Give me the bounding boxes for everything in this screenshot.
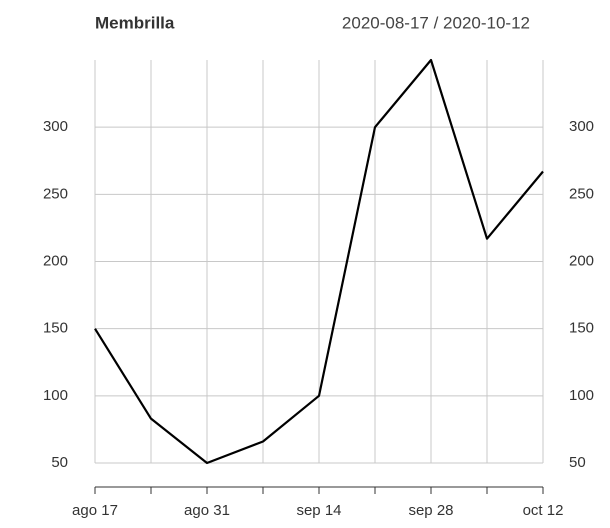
y-tick-label-right: 100 xyxy=(569,387,594,404)
x-tick-label: sep 28 xyxy=(408,502,453,519)
x-tick-label: oct 12 xyxy=(523,502,564,519)
chart-subtitle: 2020-08-17 / 2020-10-12 xyxy=(342,13,530,32)
y-tick-label: 100 xyxy=(43,387,68,404)
y-tick-label: 250 xyxy=(43,185,68,202)
y-tick-label-right: 250 xyxy=(569,185,594,202)
x-tick-label: sep 14 xyxy=(296,502,341,519)
x-tick-label: ago 17 xyxy=(72,502,118,519)
y-tick-label: 300 xyxy=(43,118,68,135)
y-tick-label: 200 xyxy=(43,252,68,269)
y-tick-label: 150 xyxy=(43,320,68,337)
x-tick-label: ago 31 xyxy=(184,502,230,519)
y-tick-label-right: 200 xyxy=(569,252,594,269)
y-tick-label-right: 50 xyxy=(569,454,586,471)
line-series xyxy=(94,58,544,465)
y-tick-label-right: 300 xyxy=(569,118,594,135)
y-tick-label: 50 xyxy=(51,454,68,471)
y-tick-label-right: 150 xyxy=(569,320,594,337)
chart-title: Membrilla xyxy=(95,13,175,32)
